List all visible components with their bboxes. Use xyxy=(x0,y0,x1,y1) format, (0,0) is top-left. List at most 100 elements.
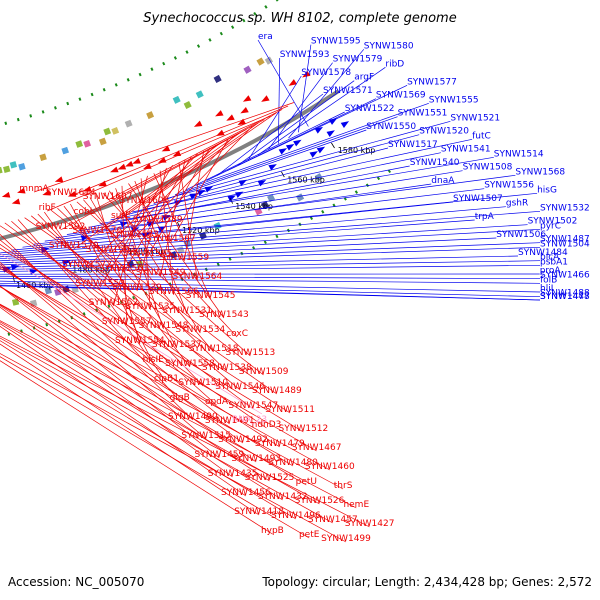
leader-line xyxy=(44,188,485,242)
gene-label: SYNW1480 xyxy=(268,458,318,468)
gene-label: SYNW1546 xyxy=(215,382,265,392)
leader-line xyxy=(195,102,429,186)
leader-line xyxy=(57,207,228,372)
leader-line xyxy=(0,321,320,505)
leader-line xyxy=(298,44,312,133)
gene-label: ribF xyxy=(39,203,56,213)
forward-gene-arrow xyxy=(314,126,324,134)
gene-label: SYNW1520 xyxy=(419,127,469,137)
leader-line xyxy=(60,129,247,231)
gene-label: SYNW1491 xyxy=(205,416,255,426)
leader-line xyxy=(0,255,519,268)
gene-label: psbA1 xyxy=(540,257,568,267)
leader-line xyxy=(83,119,265,216)
functional-category-block xyxy=(172,95,181,104)
gene-label: SYNW1576 xyxy=(72,226,122,236)
leader-line xyxy=(0,233,194,421)
gene-label: SYNW1490 xyxy=(168,412,218,422)
leader-line xyxy=(0,267,317,452)
gc-dot-ring xyxy=(0,169,392,338)
gene-label: SYNW1547 xyxy=(228,401,278,411)
reverse-gene-arrow xyxy=(11,198,21,205)
gene-label: SYNW1593 xyxy=(280,50,330,60)
leader-line xyxy=(33,192,538,245)
leader-line xyxy=(123,156,192,273)
leader-line xyxy=(110,152,441,221)
forward-gene-arrow xyxy=(309,151,318,158)
leader-line xyxy=(0,285,257,463)
gene-label: SYNW1507 xyxy=(453,194,503,204)
gene-label: SYNW1522 xyxy=(345,104,395,114)
forward-gene-arrow xyxy=(340,121,350,128)
gene-label: SYNW1571 xyxy=(323,86,373,96)
functional-category-block xyxy=(30,299,38,307)
leader-line xyxy=(0,320,357,509)
gene-label: SYNW1535 xyxy=(125,302,175,312)
leader-line xyxy=(70,203,154,364)
leader-line xyxy=(4,222,254,410)
kbp-tick xyxy=(331,142,335,149)
gene-label: SYNW1577 xyxy=(407,77,457,87)
kbp-tick-label: 1460 kbp xyxy=(16,281,54,290)
gene-label: SYNW1517 xyxy=(388,140,438,150)
leader-line xyxy=(0,246,541,266)
reverse-gene-arrow xyxy=(42,189,51,196)
gene-label: SYNW1549 xyxy=(136,268,186,278)
gene-label: coxC xyxy=(226,329,248,339)
leader-line xyxy=(0,285,220,459)
gene-label: SYNW1550 xyxy=(366,122,416,132)
functional-category-block xyxy=(3,165,11,173)
gene-label: SYNW1561 xyxy=(99,264,149,274)
functional-category-block xyxy=(146,111,155,120)
reverse-gene-arrow xyxy=(261,95,270,102)
leader-line xyxy=(89,197,178,349)
gene-label: SYNW1418 xyxy=(234,507,284,517)
leader-line xyxy=(142,134,420,209)
gene-label: dnaA xyxy=(431,176,455,186)
leader-line xyxy=(0,210,541,254)
functional-category-block xyxy=(124,119,133,128)
functional-category-block xyxy=(243,65,252,74)
reverse-gene-arrow xyxy=(237,118,246,126)
leader-line xyxy=(206,98,377,181)
leader-line xyxy=(63,205,191,368)
leader-line xyxy=(216,93,324,176)
rna-label: RNA_23 xyxy=(232,415,267,425)
topology-text: Topology: circular; Length: 2,434,428 bp… xyxy=(261,575,592,589)
leader-line xyxy=(174,116,398,196)
leader-line xyxy=(237,80,355,166)
leader-line xyxy=(0,239,230,425)
gene-label: SYNW1570 xyxy=(49,241,99,251)
forward-gene-arrow xyxy=(326,130,335,137)
gene-label: opdA xyxy=(205,397,229,407)
functional-category-block xyxy=(260,201,270,210)
gene-label: petU xyxy=(296,477,317,487)
gene-label: thrS xyxy=(334,481,353,491)
leader-line xyxy=(115,188,164,330)
reverse-gene-arrow xyxy=(117,163,127,170)
gene-label: hemE xyxy=(343,500,369,510)
leader-line xyxy=(0,247,304,433)
forward-gene-arrow xyxy=(285,144,295,151)
gene-label: SYNW1492 xyxy=(218,435,268,445)
gene-label: SYNW1554 xyxy=(115,336,165,346)
gene-label: SYNW1583 xyxy=(109,230,159,240)
leader-line xyxy=(0,242,541,264)
leader-line xyxy=(0,261,207,440)
leader-line xyxy=(83,199,214,353)
gene-label: SYNW1459 xyxy=(195,450,245,460)
leader-line xyxy=(44,211,167,383)
gene-label: hisG xyxy=(537,185,557,195)
reverse-gene-arrow xyxy=(67,191,77,197)
leader-line xyxy=(258,67,386,156)
gene-label: SYNW1521 xyxy=(450,113,500,123)
leader-line xyxy=(144,112,277,205)
gene-label: SYNW1511 xyxy=(265,405,315,415)
leader-line xyxy=(164,120,451,200)
leader-line xyxy=(0,356,310,539)
forward-gene-arrow xyxy=(268,164,277,171)
gene-label: SYNW1489 xyxy=(252,386,302,396)
leader-line xyxy=(0,303,344,490)
gene-label: clpB1 xyxy=(154,374,179,384)
